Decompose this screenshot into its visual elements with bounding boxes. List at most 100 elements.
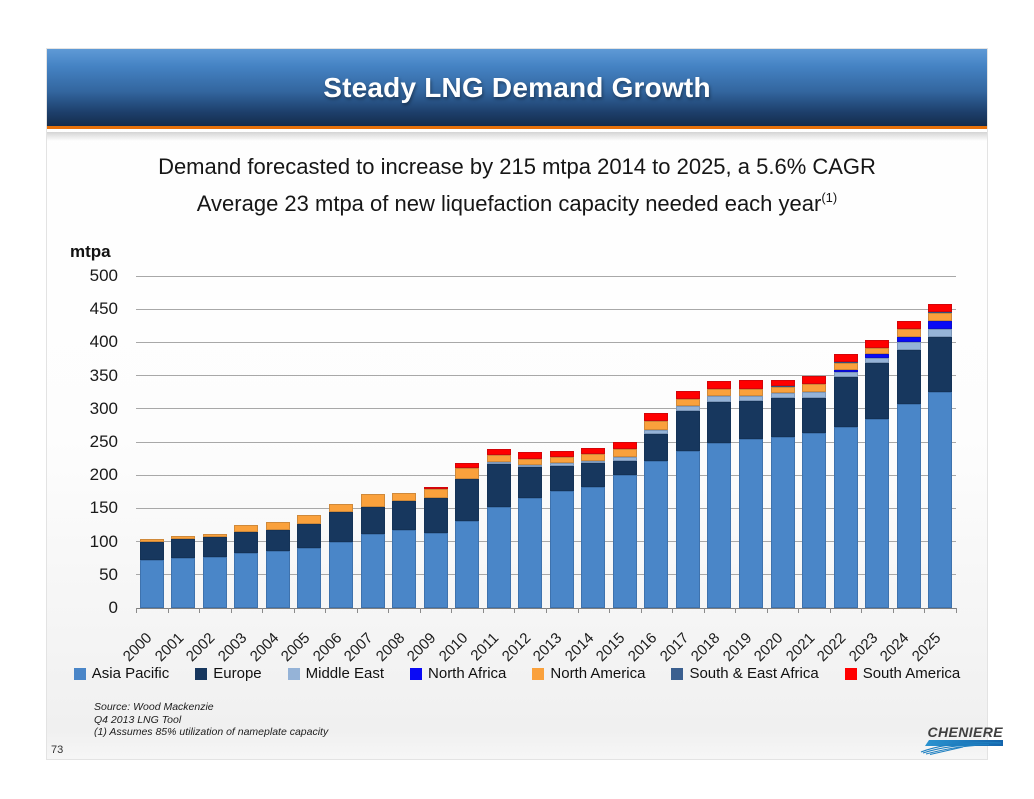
- bar-segment: [739, 438, 763, 608]
- bar-2006: [329, 503, 353, 608]
- subtitle-line-2: Average 23 mtpa of new liquefaction capa…: [196, 190, 838, 216]
- bar-segment: [675, 398, 700, 407]
- bar-segment: [329, 511, 353, 543]
- bar-segment: [518, 458, 543, 465]
- legend-item: Asia Pacific: [73, 665, 170, 682]
- bar-segment: [297, 515, 322, 525]
- x-axis-tick: [293, 608, 295, 613]
- bar-segment: [770, 386, 795, 387]
- bar-segment: [202, 534, 227, 537]
- x-axis-tick: [451, 608, 453, 613]
- bar-segment: [265, 530, 290, 551]
- gridline: [136, 341, 956, 343]
- bar-segment: [928, 321, 953, 330]
- plot-area: [136, 275, 957, 613]
- x-axis-tick-labels: 2000 2001 2002 2003 2004 2005 2006 2007 2008 2009…: [120, 617, 956, 667]
- y-tick-label: 100: [89, 531, 118, 551]
- bar-segment: [928, 311, 953, 313]
- bar-2019: [739, 380, 763, 608]
- bar-2007: [360, 494, 385, 608]
- bar-segment: [739, 388, 763, 397]
- bar-segment: [928, 337, 953, 392]
- y-tick-label: 500: [89, 266, 118, 285]
- legend-item: Europe: [195, 665, 262, 682]
- bar-segment: [297, 547, 322, 608]
- legend-item: Middle East: [287, 665, 384, 682]
- x-tick-label: 2017: [656, 629, 692, 666]
- bar-segment: [802, 392, 827, 399]
- bar-segment: [581, 454, 606, 461]
- bar-segment: [455, 478, 480, 522]
- bar-segment: [423, 488, 448, 499]
- x-axis-tick: [514, 608, 516, 613]
- x-axis-tick: [546, 608, 547, 613]
- legend-swatch-icon: [287, 667, 300, 680]
- x-axis-tick: [199, 608, 201, 613]
- x-axis-tick: [640, 608, 642, 613]
- bar-2012: [518, 452, 543, 608]
- bar-segment: [139, 538, 164, 542]
- bar-segment: [675, 410, 700, 451]
- bar-segment: [865, 363, 890, 420]
- cheniere-logo: CHENIERE: [903, 725, 1003, 755]
- bar-segment: [486, 455, 511, 462]
- x-tick-label: 2023: [845, 629, 882, 666]
- bar-2000: [139, 538, 164, 608]
- y-tick-label: 300: [89, 398, 118, 418]
- bar-segment: [392, 493, 417, 502]
- bar-segment: [455, 462, 480, 468]
- legend-swatch-icon: [844, 667, 857, 680]
- bar-segment: [518, 464, 543, 468]
- bar-segment: [896, 403, 921, 608]
- y-tick-label: 250: [89, 432, 118, 451]
- subtitle-line-1: Demand forecasted to increase by 215 mtp…: [158, 154, 876, 179]
- bar-2015: [612, 442, 637, 608]
- bar-segment: [518, 467, 543, 498]
- bar-segment: [802, 398, 827, 434]
- bar-segment: [297, 524, 322, 548]
- x-axis-tick: [136, 608, 137, 613]
- y-axis-tick-labels: 0 50 100 150 200 250 300 350 400 450 500: [70, 267, 128, 617]
- subtitle: Demand forecasted to increase by 215 mtp…: [47, 151, 987, 219]
- bar-segment: [612, 475, 637, 608]
- bar-segment: [833, 363, 858, 370]
- y-axis-title: mtpa: [70, 242, 111, 261]
- footnote-source: Source: Wood Mackenzie: [94, 701, 214, 713]
- legend-label: Asia Pacific: [91, 665, 170, 682]
- bar-segment: [329, 503, 353, 512]
- bar-segment: [770, 437, 795, 608]
- bar-segment: [486, 463, 511, 508]
- bar-segment: [896, 337, 921, 343]
- bar-segment: [802, 375, 827, 384]
- stacked-bar-chart: mtpa 0 50 100 150 200 250 300 350 400 450 500 2000…: [70, 242, 972, 672]
- bar-segment: [486, 461, 511, 464]
- bar-segment: [928, 329, 953, 338]
- bar-segment: [833, 362, 858, 364]
- bar-segment: [675, 390, 700, 399]
- bar-segment: [865, 354, 890, 359]
- bar-segment: [739, 400, 763, 439]
- bar-segment: [896, 320, 921, 329]
- gridline: [136, 375, 956, 377]
- bar-segment: [423, 498, 448, 533]
- y-tick-label: 0: [108, 598, 118, 617]
- bar-segment: [928, 312, 953, 322]
- legend-label: Europe: [213, 665, 262, 682]
- x-axis-tick: [766, 608, 768, 613]
- bar-segment: [549, 463, 574, 466]
- bar-2002: [202, 534, 227, 608]
- bar-segment: [739, 396, 763, 401]
- x-tick-label: 2004: [246, 629, 282, 666]
- bar-segment: [360, 494, 385, 508]
- bar-segment: [171, 536, 196, 539]
- legend-label: North Africa: [428, 665, 507, 682]
- footnote-assumption: (1) Assumes 85% utilization of nameplate…: [94, 726, 329, 738]
- bar-segment: [833, 426, 858, 608]
- bar-2010: [455, 462, 480, 608]
- bar-segment: [802, 391, 827, 393]
- bar-segment: [802, 433, 827, 608]
- x-tick-label: 2006: [309, 629, 346, 666]
- bar-segment: [802, 383, 827, 385]
- bar-segment: [770, 392, 795, 398]
- slide: Steady LNG Demand Growth Demand forecast…: [46, 48, 1003, 760]
